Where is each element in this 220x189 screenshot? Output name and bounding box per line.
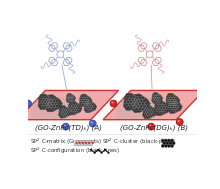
Polygon shape	[18, 91, 119, 120]
Polygon shape	[166, 141, 169, 145]
Polygon shape	[163, 141, 166, 145]
Polygon shape	[170, 139, 174, 142]
Text: SP$^2$ C-configuration (black-lines): SP$^2$ C-configuration (black-lines)	[30, 146, 120, 156]
Circle shape	[104, 149, 106, 151]
Polygon shape	[80, 143, 83, 146]
Polygon shape	[66, 93, 76, 103]
Text: (GO-ZnPc(TD)ₖ) (A): (GO-ZnPc(TD)ₖ) (A)	[35, 124, 101, 131]
Circle shape	[64, 125, 66, 127]
Polygon shape	[170, 144, 174, 148]
Circle shape	[91, 122, 93, 124]
Polygon shape	[59, 106, 71, 118]
Polygon shape	[83, 143, 86, 146]
Polygon shape	[167, 144, 171, 148]
Circle shape	[94, 152, 96, 154]
Circle shape	[62, 123, 69, 130]
Polygon shape	[131, 94, 150, 113]
Text: SP$^2$ C-matrix (Grey-parts): SP$^2$ C-matrix (Grey-parts)	[30, 137, 101, 147]
Polygon shape	[88, 140, 91, 143]
Polygon shape	[161, 139, 164, 142]
Polygon shape	[169, 141, 172, 145]
Circle shape	[79, 142, 81, 144]
Polygon shape	[86, 143, 90, 146]
Polygon shape	[152, 92, 163, 103]
Polygon shape	[103, 91, 204, 120]
Circle shape	[176, 119, 183, 125]
Polygon shape	[90, 143, 93, 146]
Polygon shape	[166, 93, 180, 107]
Circle shape	[108, 152, 110, 154]
Polygon shape	[164, 139, 167, 142]
Polygon shape	[143, 105, 157, 119]
Circle shape	[26, 101, 28, 104]
Polygon shape	[74, 143, 77, 146]
Circle shape	[149, 125, 151, 127]
Circle shape	[75, 142, 78, 144]
Circle shape	[110, 100, 117, 107]
Polygon shape	[85, 140, 88, 143]
Text: (GO-ZnPc(DG)ₖ) (B): (GO-ZnPc(DG)ₖ) (B)	[119, 124, 188, 131]
Polygon shape	[79, 140, 82, 143]
Polygon shape	[77, 143, 80, 146]
Polygon shape	[82, 140, 85, 143]
Circle shape	[178, 120, 180, 122]
Polygon shape	[91, 140, 94, 143]
Circle shape	[89, 120, 96, 127]
Circle shape	[92, 142, 94, 144]
Circle shape	[25, 100, 31, 107]
Circle shape	[90, 149, 92, 151]
Circle shape	[101, 152, 103, 154]
Polygon shape	[68, 101, 82, 115]
Text: SP$^2$ C-cluster (black-parts): SP$^2$ C-cluster (black-parts)	[102, 137, 176, 147]
Polygon shape	[45, 95, 62, 112]
Polygon shape	[76, 140, 79, 143]
Circle shape	[85, 142, 87, 144]
Circle shape	[148, 123, 155, 130]
Polygon shape	[167, 139, 171, 142]
Polygon shape	[154, 100, 170, 116]
Circle shape	[112, 101, 114, 104]
Polygon shape	[172, 141, 175, 145]
Polygon shape	[124, 93, 141, 110]
Circle shape	[97, 149, 99, 151]
Polygon shape	[79, 94, 92, 107]
Polygon shape	[38, 94, 54, 110]
Polygon shape	[164, 144, 167, 148]
Polygon shape	[84, 100, 97, 113]
Polygon shape	[168, 99, 182, 113]
Polygon shape	[161, 144, 164, 148]
Circle shape	[88, 142, 90, 144]
Circle shape	[82, 142, 84, 144]
